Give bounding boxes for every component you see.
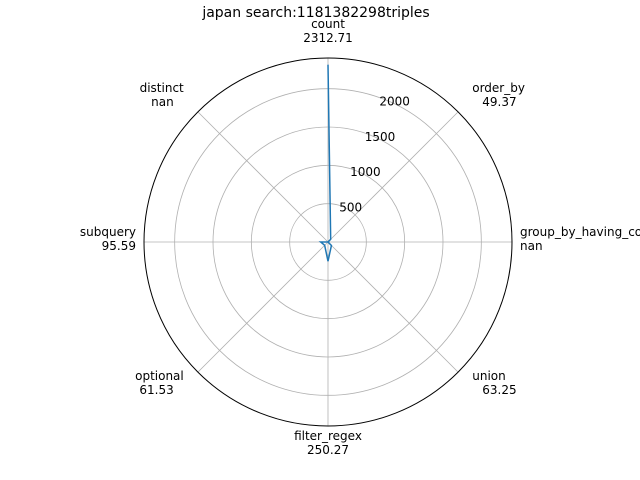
radial-tick-label: 500 <box>339 201 362 215</box>
radial-tick-labels: 500 1000 1500 2000 <box>339 94 410 214</box>
grid-spoke <box>327 241 459 373</box>
grid-spoke <box>197 111 329 243</box>
spokes <box>144 58 512 426</box>
axis-label-name: union <box>472 369 506 383</box>
polar-frame <box>143 57 513 427</box>
radial-tick-label: 2000 <box>379 94 410 108</box>
axis-label-value: 49.37 <box>482 95 516 109</box>
axis-label-name: count <box>311 17 345 31</box>
axis-label-value: nan <box>151 95 174 109</box>
radial-tick-label: 1500 <box>365 130 396 144</box>
grid-spoke <box>327 111 459 243</box>
axis-label-name: group_by_having_count_distinct <box>520 225 640 239</box>
data-series-line <box>318 64 333 262</box>
axis-label-value: 250.27 <box>307 443 349 457</box>
axis-label-value: 61.53 <box>139 383 173 397</box>
axis-label-name: filter_regex <box>294 429 362 443</box>
axis-label-name: optional <box>135 369 184 383</box>
axis-label-name: order_by <box>472 81 525 95</box>
axis-label-value: 2312.71 <box>303 31 353 45</box>
chart-title: japan search:1181382298triples <box>201 5 429 21</box>
axis-label-value: 95.59 <box>102 239 136 253</box>
radial-tick-label: 1000 <box>350 165 381 179</box>
axis-label-name: subquery <box>80 225 136 239</box>
grid-spoke <box>197 241 329 373</box>
axis-label-value: nan <box>520 239 543 253</box>
axis-label-name: distinct <box>140 81 184 95</box>
axis-label-value: 63.25 <box>482 383 516 397</box>
